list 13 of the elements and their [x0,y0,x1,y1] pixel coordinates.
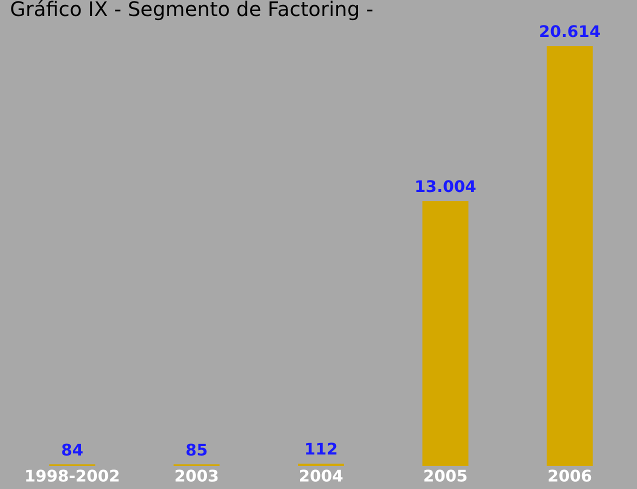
chart-title: Gráfico IX - Segmento de Factoring - [10,0,374,21]
x-tick-label: 2004 [298,466,344,486]
data-label: 112 [304,440,338,459]
bar [546,46,593,466]
bar [422,201,468,466]
data-label: 84 [61,440,84,460]
x-tick-label: 1998-2002 [24,466,120,486]
data-label: 13.004 [414,177,476,196]
x-tick-label: 2003 [174,466,219,486]
x-tick-label: 2005 [423,466,468,486]
data-label: 20.614 [538,22,601,41]
data-label: 85 [185,440,208,460]
x-tick-label: 2006 [548,466,592,486]
